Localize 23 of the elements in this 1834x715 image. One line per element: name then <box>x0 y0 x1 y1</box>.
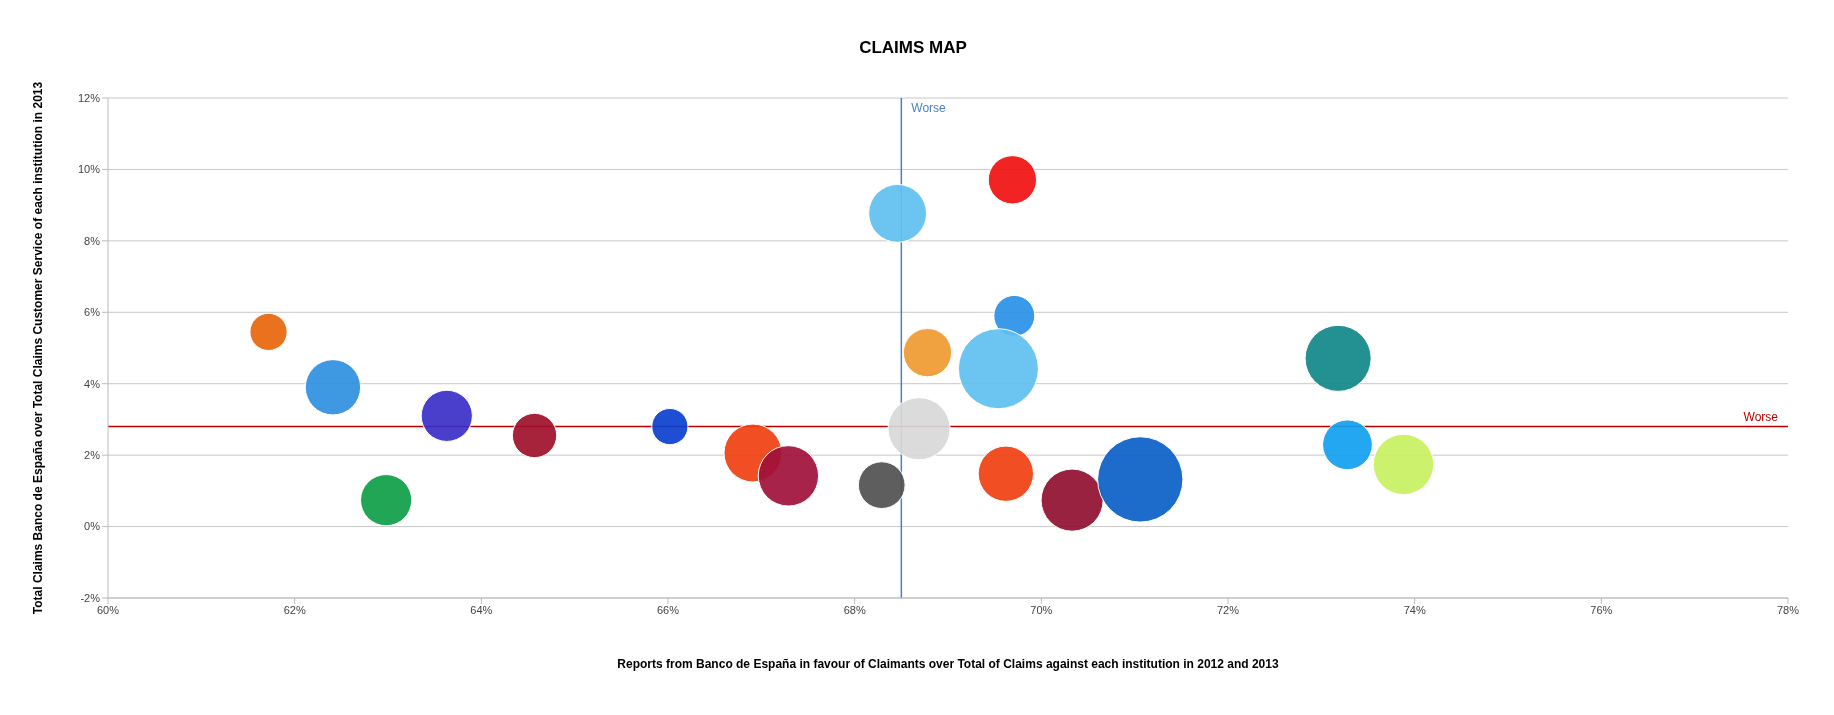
y-axis-title: Total Claims Banco de España over Total Claims Customer Service of each institution in 2013 <box>31 81 46 615</box>
y-tick-label: 6% <box>84 306 101 319</box>
x-tick-label: 78% <box>1776 603 1800 616</box>
y-tick-label: 12% <box>77 91 101 104</box>
x-tick-label: 74% <box>1403 603 1426 616</box>
x-tick-label: 62% <box>283 603 306 616</box>
y-tick-label: 10% <box>77 163 101 176</box>
y-tick-label: 2% <box>84 449 101 462</box>
y-tick-label: 8% <box>84 234 101 247</box>
x-tick-label: 76% <box>1590 603 1613 616</box>
y-tick-label: 4% <box>84 377 101 390</box>
x-tick-label: 66% <box>656 603 680 616</box>
y-tick-label: 0% <box>84 520 101 533</box>
x-tick-label: 64% <box>470 603 493 616</box>
x-tick-label: 68% <box>843 603 866 616</box>
x-axis-title: Reports from Banco de España in favour of Claimants over Total of Claims against each institution in 2012 and 2013 <box>617 657 1279 671</box>
y-tick-label: -2% <box>80 591 101 604</box>
x-tick-label: 60% <box>96 603 120 616</box>
ref-line-label: Worse <box>1743 409 1779 424</box>
ref-line-label: Worse <box>911 101 947 115</box>
chart-title: CLAIMS MAP <box>858 37 968 59</box>
x-tick-label: 72% <box>1216 603 1240 616</box>
x-tick-label: 70% <box>1030 603 1053 616</box>
